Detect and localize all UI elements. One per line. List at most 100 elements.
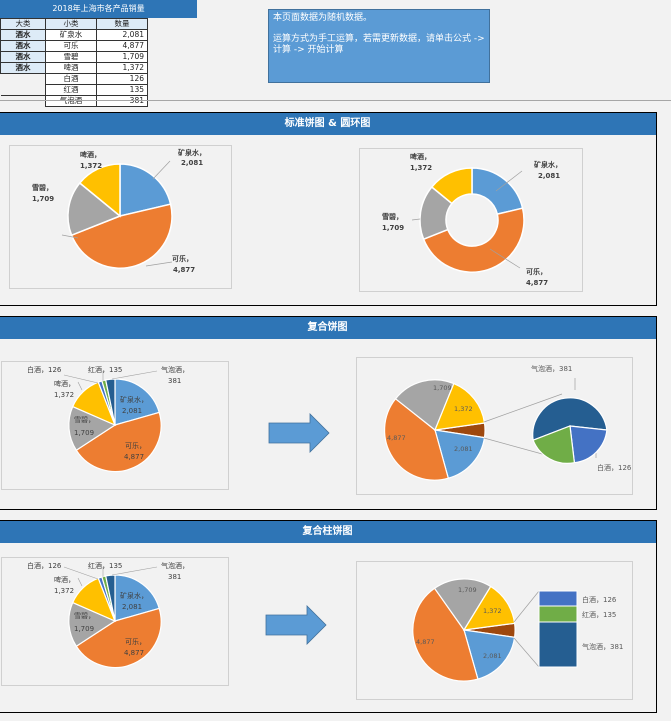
svg-text:4,877: 4,877 (124, 453, 144, 461)
separator-line (0, 100, 671, 101)
svg-text:1,372: 1,372 (483, 607, 502, 615)
svg-text:1,372: 1,372 (454, 405, 473, 413)
table-row: 酒水 可乐 4,877 (0, 40, 148, 52)
section-title: 复合柱饼图 (0, 521, 656, 543)
svg-text:红酒，135: 红酒，135 (88, 365, 122, 374)
svg-text:可乐，: 可乐， (125, 441, 146, 450)
cell-category[interactable] (0, 73, 46, 85)
svg-text:气泡酒，381: 气泡酒，381 (531, 364, 572, 373)
svg-text:4,877: 4,877 (416, 638, 435, 646)
svg-text:啤酒，: 啤酒， (54, 379, 75, 388)
cell-item[interactable]: 可乐 (45, 40, 97, 52)
svg-text:4,877: 4,877 (124, 649, 144, 657)
slice-pijiu (78, 163, 121, 218)
svg-text:红酒，135: 红酒，135 (582, 610, 616, 619)
svg-text:矿泉水，: 矿泉水， (120, 591, 148, 600)
source-pie-chart-2[interactable]: 白酒，126 红酒，135 气泡酒， 381 啤酒， 1,372 矿泉水， 2,… (1, 557, 229, 686)
svg-text:白酒，126: 白酒，126 (582, 595, 617, 604)
svg-text:1,709: 1,709 (74, 429, 94, 437)
slice-kuangquanshui (119, 163, 172, 217)
header-qty[interactable]: 数量 (96, 18, 148, 30)
arrow-right-icon (268, 413, 330, 453)
svg-text:1,709: 1,709 (433, 384, 452, 392)
svg-text:4,877: 4,877 (526, 279, 548, 287)
section-title: 标准饼图 & 圆环图 (0, 113, 656, 135)
cell-qty[interactable]: 1,372 (96, 62, 148, 74)
svg-text:雪碧，: 雪碧， (74, 415, 95, 424)
svg-text:矿泉水，: 矿泉水， (534, 160, 562, 169)
svg-text:啤酒，: 啤酒， (80, 150, 101, 159)
cell-item[interactable]: 气泡酒 (45, 95, 97, 107)
doughnut-chart[interactable]: 矿泉水， 2,081 可乐， 4,877 雪碧， 1,709 啤酒， 1,372 (359, 148, 583, 292)
cell-item[interactable]: 红酒 (45, 84, 97, 96)
header-category[interactable]: 大类 (0, 18, 46, 30)
svg-text:2,081: 2,081 (454, 445, 473, 453)
cell-qty[interactable]: 126 (96, 73, 148, 85)
table-row: 酒水 矿泉水 2,081 (0, 29, 148, 41)
info-note-box[interactable]: 本页面数据为随机数据。 运算方式为手工运算，若需更新数据，请单击公式 -> 计算… (268, 9, 490, 83)
svg-text:1,372: 1,372 (80, 162, 102, 170)
svg-text:白酒，126: 白酒，126 (27, 365, 62, 374)
cell-item[interactable]: 雪碧 (45, 51, 97, 63)
sales-table: 大类 小类 数量 酒水 矿泉水 2,081 酒水 可乐 4,877 酒水 雪碧 … (0, 18, 148, 107)
cell-qty[interactable]: 135 (96, 84, 148, 96)
header-item[interactable]: 小类 (45, 18, 97, 30)
svg-text:2,081: 2,081 (122, 603, 142, 611)
svg-text:雪碧，: 雪碧， (74, 611, 95, 620)
table-row: 酒水 啤酒 1,372 (0, 62, 148, 74)
svg-text:1,709: 1,709 (458, 586, 477, 594)
svg-text:矿泉水，: 矿泉水， (120, 395, 148, 404)
table-row: 气泡酒 381 (0, 95, 148, 107)
svg-text:气泡酒，381: 气泡酒，381 (582, 642, 623, 651)
table-row: 白酒 126 (0, 73, 148, 85)
table-header-row: 大类 小类 数量 (0, 18, 148, 30)
svg-text:白酒，126: 白酒，126 (27, 561, 62, 570)
cell-qty[interactable]: 1,709 (96, 51, 148, 63)
svg-text:气泡酒，: 气泡酒， (161, 365, 189, 374)
svg-text:1,709: 1,709 (74, 625, 94, 633)
svg-text:啤酒，: 啤酒， (410, 152, 431, 161)
cell-category[interactable]: 酒水 (0, 62, 46, 74)
section-title: 复合饼图 (0, 317, 656, 339)
svg-text:1,709: 1,709 (32, 195, 54, 203)
cell-item[interactable]: 白酒 (45, 73, 97, 85)
svg-text:红酒，135: 红酒，135 (88, 561, 122, 570)
svg-text:2,081: 2,081 (181, 159, 203, 167)
cell-category[interactable]: 酒水 (0, 40, 46, 52)
svg-text:雪碧，: 雪碧， (32, 183, 53, 192)
source-pie-chart-1[interactable]: 白酒，126 红酒，135 气泡酒， 381 啤酒， 1,372 矿泉水， 2,… (1, 361, 229, 490)
cell-qty[interactable]: 381 (96, 95, 148, 107)
cell-category[interactable] (0, 95, 46, 107)
svg-text:啤酒，: 啤酒， (54, 575, 75, 584)
bar-of-pie-chart[interactable]: 1,709 1,372 4,877 2,081 白酒，126 红酒，135 气泡… (356, 561, 633, 700)
standard-pie-chart[interactable]: 矿泉水， 2,081 可乐， 4,877 雪碧， 1,709 啤酒， 1,372 (9, 145, 232, 289)
label-kqs: 矿泉水， (178, 148, 206, 157)
svg-text:2,081: 2,081 (122, 407, 142, 415)
cell-category[interactable]: 酒水 (0, 29, 46, 41)
svg-text:可乐，: 可乐， (172, 254, 193, 263)
svg-text:381: 381 (168, 573, 181, 581)
svg-text:4,877: 4,877 (173, 266, 195, 274)
svg-text:雪碧，: 雪碧， (382, 212, 403, 221)
svg-text:1,709: 1,709 (382, 224, 404, 232)
slice-xuebi (67, 181, 122, 237)
cell-category[interactable]: 酒水 (0, 51, 46, 63)
cell-item[interactable]: 矿泉水 (45, 29, 97, 41)
table-title: 2018年上海市各产品销量 (0, 0, 197, 18)
cell-qty[interactable]: 4,877 (96, 40, 148, 52)
svg-text:可乐，: 可乐， (526, 267, 547, 276)
note-line-2: 运算方式为手工运算，若需更新数据，请单击公式 -> 计算 -> 开始计算 (273, 34, 485, 55)
svg-text:2,081: 2,081 (538, 172, 560, 180)
svg-text:2,081: 2,081 (483, 652, 502, 660)
svg-text:1,372: 1,372 (54, 391, 74, 399)
table-row: 酒水 雪碧 1,709 (0, 51, 148, 63)
svg-text:白酒，126: 白酒，126 (597, 463, 632, 472)
cell-qty[interactable]: 2,081 (96, 29, 148, 41)
svg-text:1,372: 1,372 (54, 587, 74, 595)
pie-of-pie-chart[interactable]: 1,709 1,372 4,877 2,081 气泡酒，381 白酒，126 (356, 357, 633, 495)
cell-category[interactable] (0, 84, 46, 96)
note-line-1: 本页面数据为随机数据。 (273, 13, 373, 23)
slice-kele (70, 203, 173, 269)
cell-item[interactable]: 啤酒 (45, 62, 97, 74)
svg-text:可乐，: 可乐， (125, 637, 146, 646)
